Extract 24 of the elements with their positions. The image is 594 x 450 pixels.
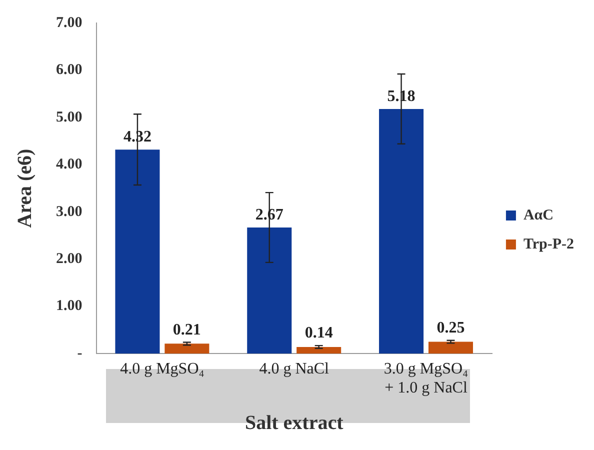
y-tick-label: 6.00: [56, 62, 82, 78]
y-axis-title: Area (e6): [14, 148, 36, 228]
x-tick-label: 3.0 g MgSO₄ + 1.0 g NaCl: [384, 360, 469, 397]
y-tick-label: 5.00: [56, 109, 82, 126]
data-label: 0.21: [172, 321, 201, 338]
data-label: 0.14: [304, 324, 333, 342]
bar: [164, 344, 210, 354]
data-label: 0.25: [436, 320, 465, 337]
y-tick-label: 4.00: [56, 156, 82, 173]
bar: [296, 346, 342, 354]
y-tick-label: 7.00: [56, 14, 82, 31]
x-tick-label: 4.0 g NaCl: [259, 360, 330, 378]
bar: [379, 108, 424, 354]
legend-label: AαC: [523, 207, 554, 224]
bar: [428, 342, 473, 354]
bar: [115, 150, 160, 354]
x-axis-title: Salt extract: [244, 412, 344, 434]
x-tick-label: 4.0 g MgSO₄: [120, 360, 205, 378]
y-tick-label: -: [77, 345, 82, 362]
legend-label: Trp-P-2: [523, 236, 574, 252]
y-tick-label: 3.00: [56, 204, 82, 220]
y-tick-label: 2.00: [56, 251, 82, 268]
y-tick-label: 1.00: [56, 298, 82, 314]
bar: [247, 228, 292, 354]
